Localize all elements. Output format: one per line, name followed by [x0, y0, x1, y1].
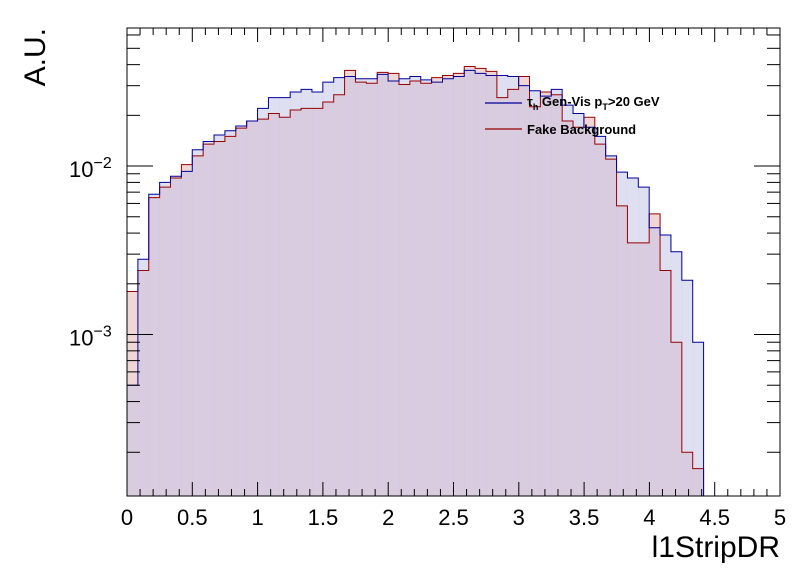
histogram-outline-tau-gen-vis: [126, 69, 715, 497]
histogram-bin: [214, 134, 226, 497]
histogram-bin: [170, 176, 182, 496]
histogram-bin: [311, 92, 324, 496]
histogram-bin: [453, 76, 465, 496]
histogram-bin: [660, 234, 672, 496]
histogram-bin: [333, 77, 345, 497]
histogram-outline-fake-background: [126, 65, 715, 497]
histogram-bin: [388, 80, 400, 496]
x-tick-label: 5: [774, 505, 786, 530]
x-tick-label: 3.5: [569, 505, 600, 530]
histogram-bin: [420, 79, 432, 496]
x-tick-label: 1.5: [308, 505, 339, 530]
histogram-bin: [224, 130, 237, 496]
histogram-bin: [137, 259, 150, 496]
y-tick-labels: 10−2 10−3: [69, 155, 112, 350]
histogram-bin: [562, 105, 574, 496]
series-tau-gen-vis: [127, 70, 704, 497]
histogram-bin: [616, 172, 628, 497]
x-tick-label: 1: [251, 505, 263, 530]
histogram-bin: [692, 342, 704, 496]
histogram-bin: [475, 73, 487, 496]
histogram-bin: [583, 127, 596, 496]
histogram-series-group: [126, 65, 715, 497]
histogram-bin: [551, 89, 563, 496]
histogram-bin: [594, 136, 606, 496]
histogram-bin: [431, 82, 443, 496]
histogram-bin: [344, 76, 356, 496]
histogram-bin: [246, 121, 258, 497]
histogram-bin: [301, 89, 313, 496]
histogram-bin: [366, 78, 378, 496]
x-tick-label: 4.5: [699, 505, 730, 530]
histogram-bin: [649, 227, 661, 496]
histogram-bin: [486, 75, 498, 496]
histogram-bin: [638, 187, 650, 496]
histogram-bin: [573, 113, 585, 497]
y-axis-title: A.U.: [19, 28, 52, 86]
x-tick-label: 3: [513, 505, 525, 530]
histogram-bin: [681, 280, 694, 496]
histogram-bin: [496, 75, 509, 496]
y-tick-label: 10−3: [69, 324, 112, 351]
legend-label-fake-background: Fake Background: [527, 122, 636, 137]
histogram-bin: [181, 171, 193, 496]
x-tick-label: 0.5: [177, 505, 208, 530]
histogram-bin: [409, 76, 422, 496]
histogram-bin: [203, 141, 215, 496]
y-tick-label: 10−2: [69, 155, 112, 182]
histogram-bin: [464, 70, 476, 496]
x-tick-label: 4: [643, 505, 655, 530]
histogram-bin: [670, 251, 683, 496]
histogram-bin: [518, 85, 530, 496]
histogram-bin: [442, 78, 454, 496]
histogram-bin: [322, 82, 335, 496]
histogram-bin: [159, 182, 171, 496]
legend-label-tau-gen-vis: τh Gen-Vis pT>20 GeV: [527, 94, 660, 112]
x-axis-title: l1StripDR: [652, 531, 780, 564]
histogram-bin: [268, 97, 280, 496]
histogram-bin: [398, 78, 411, 496]
histogram-bin: [257, 108, 269, 497]
histogram-bin: [627, 177, 639, 496]
histogram-bin: [507, 76, 519, 496]
histogram-bin: [605, 155, 617, 497]
histogram-bin: [235, 125, 247, 496]
histogram-bin: [377, 74, 389, 496]
histogram-bin: [148, 194, 160, 496]
histogram-bin: [127, 385, 139, 496]
histogram-bin: [540, 96, 552, 496]
histogram-bin: [290, 92, 302, 496]
legend: τh Gen-Vis pT>20 GeV Fake Background: [485, 94, 660, 137]
histogram-bin: [192, 149, 204, 496]
histogram-bin: [279, 97, 291, 496]
axis-ticks: [126, 28, 781, 496]
x-tick-label: 2.5: [438, 505, 469, 530]
x-tick-label: 0: [121, 505, 133, 530]
x-tick-label: 2: [382, 505, 394, 530]
x-tick-labels: 0 0.5 1 1.5 2 2.5 3 3.5 4 4.5 5: [121, 505, 786, 530]
histogram-bin: [529, 90, 541, 496]
histogram-bin: [355, 78, 367, 496]
